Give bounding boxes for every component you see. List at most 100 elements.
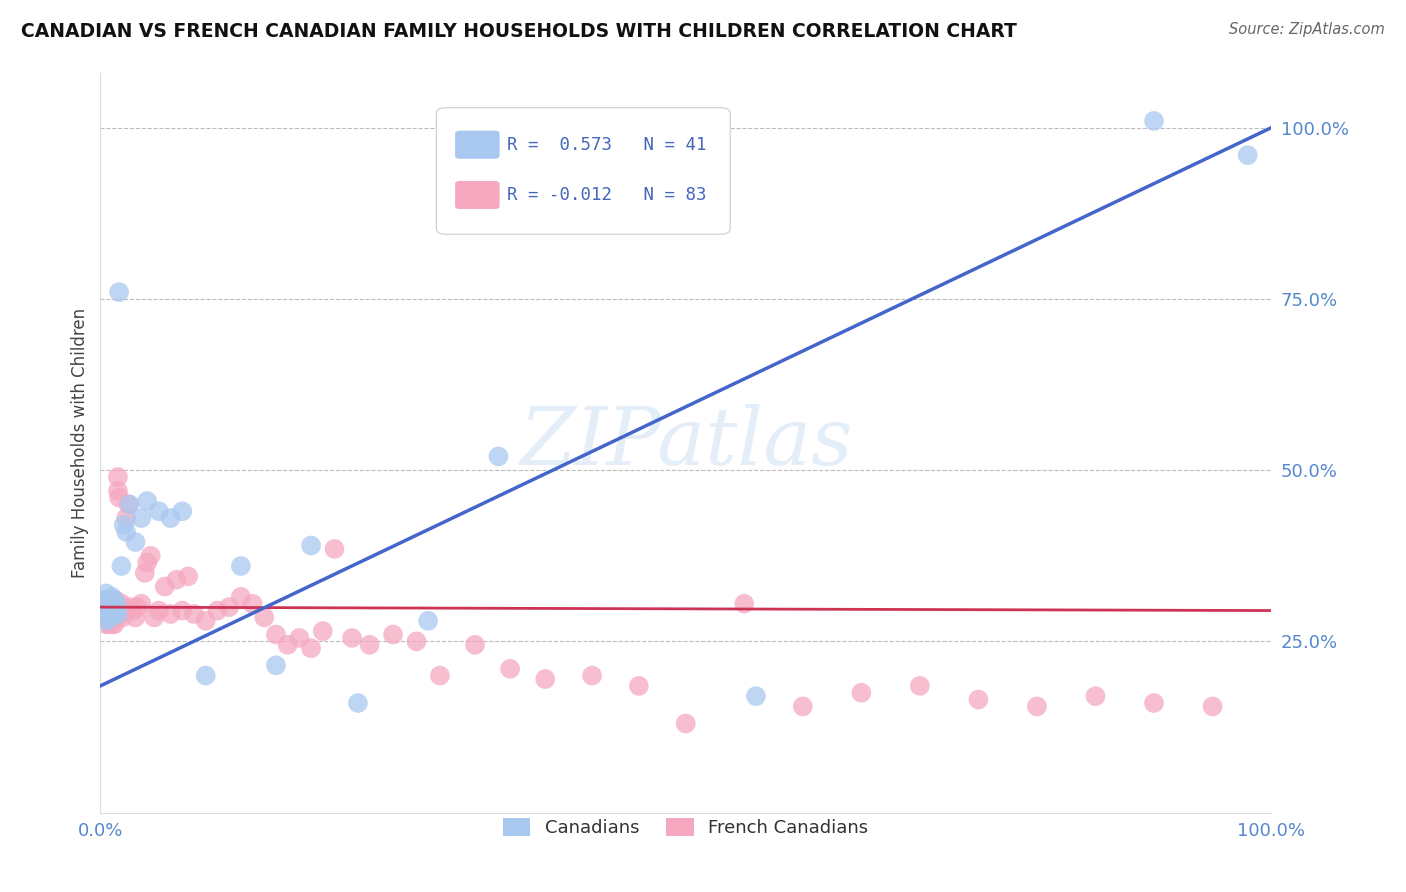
Point: [312, 624, 335, 639]
Point: [104, 603, 127, 617]
Point: [107, 483, 129, 498]
Point: [100, 600, 122, 615]
Point: [96, 593, 118, 607]
Point: [340, 631, 363, 645]
Point: [967, 692, 990, 706]
Point: [115, 511, 138, 525]
Point: [110, 607, 132, 621]
Point: [93, 603, 115, 617]
Point: [229, 590, 252, 604]
Point: [264, 627, 287, 641]
Point: [103, 617, 125, 632]
Point: [101, 590, 124, 604]
Point: [745, 689, 768, 703]
Point: [103, 600, 125, 615]
Point: [117, 497, 139, 511]
Point: [229, 559, 252, 574]
Point: [105, 597, 128, 611]
Point: [299, 539, 322, 553]
Point: [1201, 699, 1223, 714]
Point: [107, 607, 129, 621]
Point: [105, 600, 128, 615]
Point: [1026, 699, 1049, 714]
Point: [97, 600, 120, 615]
Point: [96, 617, 118, 632]
Point: [148, 603, 170, 617]
Point: [124, 610, 146, 624]
Point: [177, 569, 200, 583]
Point: [96, 586, 118, 600]
Text: ZIPatlas: ZIPatlas: [519, 404, 852, 482]
Point: [464, 638, 486, 652]
Text: CANADIAN VS FRENCH CANADIAN FAMILY HOUSEHOLDS WITH CHILDREN CORRELATION CHART: CANADIAN VS FRENCH CANADIAN FAMILY HOUSE…: [21, 22, 1017, 41]
Point: [792, 699, 814, 714]
Point: [93, 593, 115, 607]
Point: [159, 511, 181, 525]
Point: [733, 597, 755, 611]
Point: [112, 603, 135, 617]
Text: R =  0.573   N = 41: R = 0.573 N = 41: [506, 136, 706, 153]
Point: [1236, 148, 1258, 162]
Point: [103, 600, 125, 615]
FancyBboxPatch shape: [456, 130, 499, 159]
Point: [96, 614, 118, 628]
Point: [253, 610, 276, 624]
Point: [98, 597, 121, 611]
Point: [1143, 696, 1166, 710]
Point: [851, 686, 873, 700]
Point: [124, 535, 146, 549]
Point: [107, 470, 129, 484]
Point: [103, 593, 125, 607]
Point: [110, 597, 132, 611]
Point: [97, 610, 120, 624]
Point: [110, 559, 132, 574]
Point: [101, 617, 124, 632]
Point: [1084, 689, 1107, 703]
Point: [111, 610, 134, 624]
Point: [100, 610, 122, 624]
Point: [153, 580, 176, 594]
Point: [323, 541, 346, 556]
FancyBboxPatch shape: [436, 108, 730, 235]
Point: [136, 494, 159, 508]
Point: [908, 679, 931, 693]
Point: [165, 573, 187, 587]
Point: [97, 593, 120, 607]
Point: [97, 593, 120, 607]
Point: [108, 285, 131, 299]
Point: [120, 600, 142, 615]
Point: [134, 566, 156, 580]
Point: [98, 607, 121, 621]
Point: [127, 600, 149, 615]
Point: [115, 524, 138, 539]
Point: [581, 668, 603, 682]
Point: [405, 634, 427, 648]
Point: [104, 593, 127, 607]
Point: [96, 610, 118, 624]
Point: [675, 716, 697, 731]
Point: [96, 603, 118, 617]
Point: [96, 603, 118, 617]
Point: [418, 614, 440, 628]
Point: [100, 600, 122, 615]
Point: [94, 597, 117, 611]
Point: [486, 450, 509, 464]
Point: [108, 491, 131, 505]
Point: [148, 504, 170, 518]
Point: [534, 672, 557, 686]
Point: [159, 607, 181, 621]
Point: [172, 603, 194, 617]
Text: R = -0.012   N = 83: R = -0.012 N = 83: [506, 186, 706, 204]
Y-axis label: Family Households with Children: Family Households with Children: [72, 308, 89, 578]
Point: [299, 641, 322, 656]
Point: [103, 603, 125, 617]
Point: [97, 617, 120, 632]
Point: [96, 597, 118, 611]
Point: [112, 518, 135, 533]
Point: [359, 638, 381, 652]
Point: [194, 614, 217, 628]
Point: [218, 600, 240, 615]
Point: [264, 658, 287, 673]
Point: [131, 511, 153, 525]
Point: [98, 607, 121, 621]
